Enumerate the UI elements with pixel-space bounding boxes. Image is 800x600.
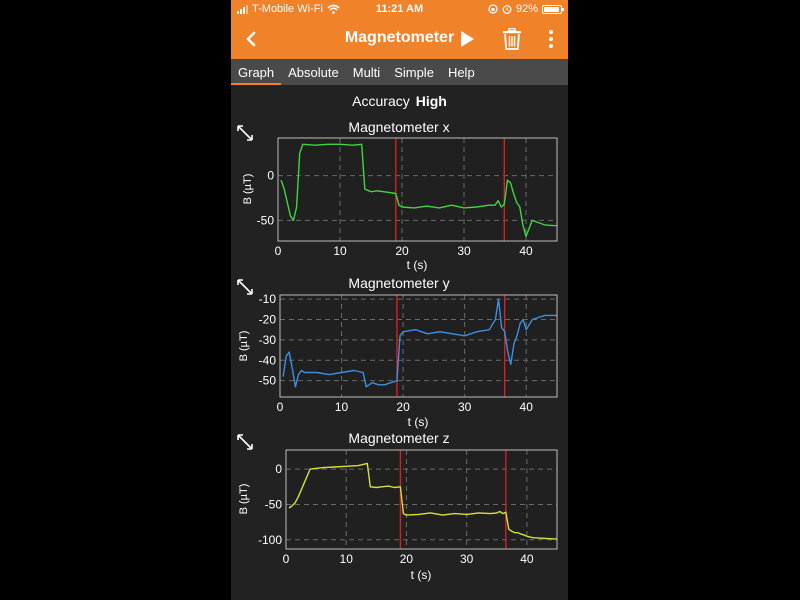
orientation-lock-icon (488, 4, 498, 14)
alarm-icon (502, 5, 512, 14)
chart-title: Magnetometer x (348, 119, 449, 135)
y-tick-label: -20 (259, 312, 277, 326)
x-tick-label: 10 (340, 552, 354, 566)
y-tick-label: 0 (267, 169, 274, 183)
chart-title: Magnetometer y (348, 275, 449, 291)
more-vert-icon (549, 29, 553, 48)
data-series-line (282, 298, 557, 388)
x-tick-label: 20 (395, 244, 409, 258)
chevron-left-icon (246, 31, 256, 46)
y-tick-label: 0 (275, 462, 282, 476)
status-right: 92% (488, 3, 564, 15)
status-bar: T-Mobile Wi-Fi 11:21 AM 92% (231, 0, 568, 18)
phone-screen: T-Mobile Wi-Fi 11:21 AM 92% Magnetometer… (231, 0, 568, 600)
y-axis-label: B (µT) (242, 174, 254, 205)
x-tick-label: 20 (396, 400, 410, 414)
status-time: 11:21 AM (375, 3, 424, 15)
x-axis-label: t (s) (408, 415, 429, 429)
y-axis-label: B (µT) (238, 484, 250, 515)
trash-icon (503, 27, 521, 50)
chart-magnetometer-x: Magnetometer x B (µT) t (s) 0 10 20 30 40 0 -5… (242, 119, 558, 272)
battery-percent: 92% (515, 3, 538, 15)
y-tick-label: -10 (259, 292, 277, 306)
x-axis-label: t (s) (411, 568, 432, 582)
tab-simple[interactable]: Simple (394, 64, 434, 80)
x-tick-label: 10 (335, 400, 349, 414)
chart-magnetometer-z: Magnetometer z B (µT) t (s) 0 10 20 30 40 0 -5… (238, 430, 558, 582)
delete-button[interactable] (499, 18, 525, 59)
tab-bar: Graph Absolute Multi Simple Help (231, 59, 568, 85)
x-tick-label: 40 (520, 552, 534, 566)
plot-border (277, 137, 558, 242)
plot-border (279, 294, 558, 398)
plot-border (285, 449, 558, 550)
y-tick-label: -50 (257, 213, 275, 227)
x-tick-label: 0 (275, 244, 282, 258)
carrier-label: T-Mobile Wi-Fi (252, 3, 323, 15)
tab-multi[interactable]: Multi (352, 64, 381, 80)
wifi-icon (327, 4, 340, 14)
play-button[interactable] (455, 18, 479, 59)
battery-icon (542, 4, 564, 14)
tab-help[interactable]: Help (447, 64, 475, 80)
x-tick-label: 0 (277, 400, 284, 414)
x-tick-label: 20 (400, 552, 414, 566)
back-button[interactable] (239, 18, 263, 59)
y-tick-label: -30 (259, 333, 277, 347)
tab-absolute[interactable]: Absolute (288, 64, 339, 80)
expand-icon[interactable] (236, 124, 254, 142)
chart-title: Magnetometer z (348, 430, 449, 446)
app-bar: Magnetometer (231, 18, 568, 59)
plot-area (286, 450, 557, 549)
x-tick-label: 30 (457, 244, 471, 258)
data-series-line (288, 462, 558, 540)
cellular-signal-icon (237, 4, 248, 14)
y-tick-label: -40 (259, 353, 277, 367)
chart-magnetometer-y: Magnetometer y B (µT) t (s) 0 10 20 30 40 -10… (238, 275, 558, 429)
plot-area (280, 295, 557, 397)
x-tick-label: 30 (458, 400, 472, 414)
status-left: T-Mobile Wi-Fi (237, 3, 340, 15)
accuracy-value: High (415, 93, 447, 109)
expand-icon[interactable] (236, 433, 254, 451)
y-axis-label: B (µT) (238, 331, 250, 362)
play-icon (461, 30, 474, 47)
x-tick-label: 40 (519, 244, 533, 258)
accuracy-label: Accuracy (352, 93, 410, 109)
y-tick-label: -50 (259, 374, 277, 388)
x-tick-label: 10 (333, 244, 347, 258)
x-tick-label: 0 (283, 552, 290, 566)
more-options-button[interactable] (539, 18, 563, 59)
x-axis-label: t (s) (407, 258, 428, 272)
x-tick-label: 40 (520, 400, 534, 414)
plot-area (278, 138, 557, 241)
data-series-line (280, 143, 558, 238)
accuracy-indicator: Accuracy High (231, 93, 568, 109)
expand-icon[interactable] (236, 278, 254, 296)
tab-graph[interactable]: Graph (231, 59, 282, 85)
x-tick-label: 30 (460, 552, 474, 566)
y-tick-label: -50 (265, 497, 283, 511)
y-tick-label: -100 (258, 533, 282, 547)
